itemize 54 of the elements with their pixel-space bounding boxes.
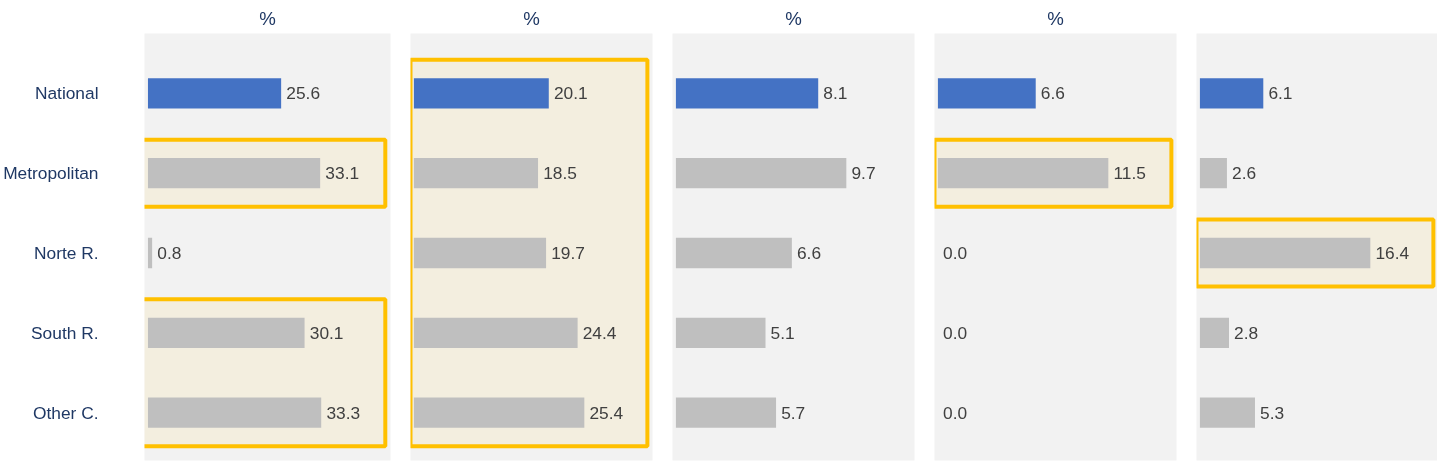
data-label: 30.1	[309, 322, 344, 343]
bar	[413, 397, 585, 428]
y-tick-label: Other C.	[33, 402, 99, 423]
y-tick-label: Metropolitan	[3, 163, 99, 184]
chart-title: %	[259, 7, 276, 29]
data-label: 0.0	[943, 242, 968, 263]
bar	[147, 158, 321, 189]
data-label: 2.8	[1234, 322, 1259, 343]
data-label: 8.1	[823, 83, 848, 104]
data-label: 6.6	[1040, 83, 1065, 104]
data-label: 16.4	[1375, 242, 1410, 263]
data-label: 33.3	[326, 402, 361, 423]
bar	[413, 78, 549, 109]
data-label: 19.7	[551, 242, 585, 263]
data-label: 0.0	[943, 322, 968, 343]
bar	[675, 317, 766, 348]
bar	[675, 397, 777, 428]
data-label: 25.4	[589, 402, 624, 423]
data-label: 24.4	[582, 322, 617, 343]
chart-title: %	[523, 7, 540, 29]
y-tick-label: National	[34, 83, 99, 104]
data-label: 20.1	[553, 83, 588, 104]
y-tick-label: South R.	[31, 322, 99, 343]
data-label: 25.6	[286, 83, 321, 104]
chart-title: %	[1047, 7, 1064, 29]
bar	[1199, 317, 1229, 348]
data-label: 18.5	[543, 163, 577, 184]
data-label: 11.5	[1113, 163, 1146, 184]
data-label: 5.1	[770, 322, 795, 343]
data-label: 0.8	[157, 242, 182, 263]
data-label: 33.1	[325, 163, 360, 184]
data-label: 0.0	[943, 402, 968, 423]
bar	[147, 237, 153, 269]
bar	[147, 397, 322, 428]
bar	[1199, 237, 1371, 269]
data-label: 9.7	[851, 163, 876, 184]
y-tick-label: Norte R.	[33, 242, 99, 263]
data-label: 6.6	[796, 242, 822, 263]
bar	[147, 317, 305, 348]
bar	[1199, 158, 1227, 189]
bar	[413, 317, 578, 348]
data-label: 5.7	[781, 402, 806, 423]
data-label: 2.6	[1232, 163, 1257, 184]
bar	[675, 158, 847, 189]
chart-title: %	[785, 7, 802, 29]
data-label: 5.3	[1260, 402, 1285, 423]
bar	[147, 78, 282, 109]
bar	[1199, 78, 1264, 109]
bar	[413, 158, 539, 189]
bar	[413, 237, 547, 269]
bar	[1199, 397, 1255, 428]
data-label: 6.1	[1268, 83, 1293, 104]
bar	[675, 237, 792, 269]
bar	[675, 78, 819, 109]
